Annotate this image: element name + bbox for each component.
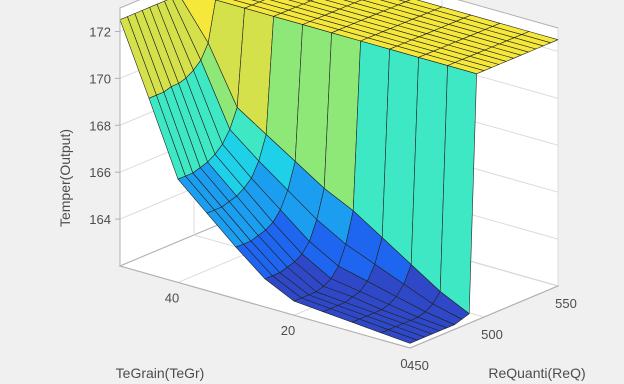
tick-labels: 164 166 168 170 172 450 500 550 0 20 40 — [89, 25, 577, 374]
y-axis-label: TeGrain(TeGr) — [116, 365, 205, 381]
x-tick-label: 500 — [481, 327, 503, 342]
surface-patch — [380, 329, 418, 344]
z-tick-label: 166 — [89, 165, 111, 180]
y-tick-label: 20 — [281, 323, 295, 338]
x-axis-label: ReQuanti(ReQ) — [488, 365, 585, 381]
y-tick-label: 40 — [165, 290, 179, 305]
x-axis-line — [409, 285, 559, 349]
axes-box — [119, 8, 559, 349]
z-axis-label: Temper(Output) — [57, 129, 73, 227]
z-tick-label: 164 — [89, 212, 111, 227]
surface-mesh — [119, 0, 559, 344]
surface-patch — [251, 0, 265, 3]
z-tick-label: 172 — [89, 25, 111, 40]
x-tick-label: 550 — [555, 296, 577, 311]
y-tick-label: 0 — [400, 356, 407, 371]
z-tick-label: 170 — [89, 71, 111, 86]
z-tick-label: 168 — [89, 118, 111, 133]
y-axis-line — [119, 265, 411, 349]
x-tick-label: 450 — [407, 358, 429, 373]
